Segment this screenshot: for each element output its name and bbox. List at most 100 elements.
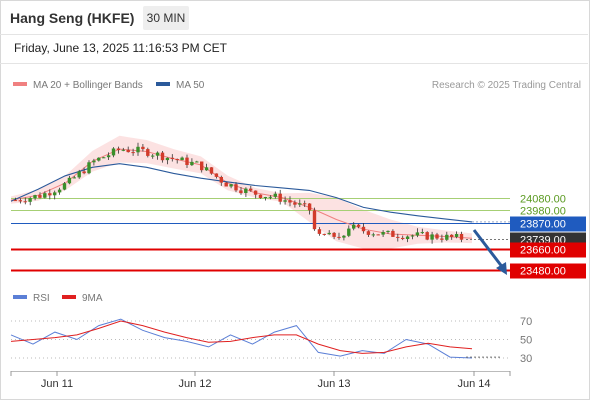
candle-body — [102, 157, 106, 159]
candle-body — [450, 234, 454, 237]
x-tick-label: Jun 13 — [317, 378, 350, 390]
candle-body — [121, 149, 125, 151]
candle-body — [356, 224, 361, 227]
candle-body — [57, 189, 62, 193]
ma20-swatch — [13, 82, 27, 87]
candle-body — [180, 157, 184, 161]
candle-body — [175, 159, 179, 161]
candle-body — [298, 203, 302, 205]
candle-body — [13, 200, 18, 202]
candle-body — [136, 146, 140, 153]
rsi-tick-50: 50 — [520, 335, 532, 347]
candle-body — [361, 226, 366, 232]
candle-body — [381, 232, 385, 235]
candle-body — [195, 161, 199, 163]
candle-body — [396, 236, 400, 238]
candle-body — [234, 184, 238, 191]
candle-body — [141, 146, 145, 150]
ma50-label: MA 50 — [176, 80, 205, 91]
rsi-swatch — [13, 295, 27, 300]
candle-body — [337, 236, 341, 238]
candle-body — [67, 177, 72, 184]
rsi-ma9-line — [10, 320, 473, 354]
rsi-tick-70: 70 — [520, 316, 532, 328]
candle-body — [170, 157, 174, 159]
candle-body — [72, 177, 76, 179]
candle-body — [185, 157, 189, 165]
candle-body — [307, 203, 312, 211]
level-label-23480: 23480.00 — [520, 266, 566, 278]
forecast-arrow-shaft — [472, 229, 505, 269]
candle-body — [352, 224, 356, 229]
candle-body — [253, 190, 258, 195]
level-label-23660: 23660.00 — [520, 245, 566, 257]
ma20-label: MA 20 + Bollinger Bands — [33, 80, 143, 91]
candle-body — [146, 149, 150, 156]
header-divider — [0, 34, 588, 35]
candle-body — [48, 193, 52, 196]
candle-body — [347, 228, 351, 236]
candle-body — [18, 200, 22, 202]
candle-body — [371, 234, 375, 236]
candle-body — [376, 234, 380, 236]
candle-body — [126, 149, 130, 153]
candle-body — [391, 230, 395, 237]
candle-body — [405, 236, 410, 239]
candle-body — [116, 148, 121, 151]
candle-body — [249, 188, 253, 191]
candle-body — [459, 234, 464, 240]
candle-body — [165, 157, 170, 161]
level-label-24080: 24080.00 — [520, 194, 566, 206]
credit-text: Research © 2025 Trading Central — [431, 80, 581, 91]
level-tag-23870 — [510, 216, 586, 232]
candle-body — [200, 161, 204, 171]
candle-body — [303, 203, 307, 205]
level-label-23980: 23980.00 — [520, 206, 566, 218]
candle-body — [386, 230, 390, 232]
candle-body — [278, 193, 282, 202]
candle-body — [268, 196, 272, 198]
candle-body — [229, 184, 233, 187]
candle-body — [322, 233, 326, 235]
level-tag-23480 — [510, 263, 586, 279]
level-label-23870: 23870.00 — [520, 219, 566, 231]
legend-ma20: MA 20 + Bollinger Bands — [13, 80, 143, 91]
candle-body — [155, 152, 160, 156]
candle-body — [97, 157, 101, 161]
candle-body — [293, 202, 297, 205]
timeframe-button[interactable]: 30 MIN — [143, 6, 189, 30]
candle-body — [38, 195, 42, 198]
candle-body — [151, 155, 155, 157]
datetime-label: Friday, June 13, 2025 11:16:53 PM CET — [14, 41, 228, 55]
candle-body — [219, 177, 223, 183]
candle-body — [410, 235, 415, 237]
candle-body — [273, 193, 277, 197]
ma9-label: 9MA — [82, 293, 103, 304]
candle-body — [77, 171, 81, 178]
legend-rsi: RSI — [13, 293, 50, 304]
candle-body — [190, 161, 194, 166]
candle-body — [239, 190, 243, 194]
candle-body — [435, 234, 439, 239]
candle-body — [23, 201, 27, 203]
candle-body — [131, 152, 135, 154]
candle-body — [53, 192, 57, 196]
x-tick-label: Jun 14 — [457, 378, 490, 390]
candle-body — [415, 232, 420, 236]
candle-body — [430, 234, 434, 240]
candle-body — [342, 235, 346, 238]
candle-body — [28, 198, 32, 202]
instrument-title: Hang Seng (HKFE) — [10, 10, 135, 26]
subheader-divider — [0, 63, 588, 64]
candle-body — [224, 182, 228, 187]
candle-body — [327, 232, 331, 235]
candle-body — [445, 234, 449, 240]
candle-body — [209, 167, 214, 174]
x-tick-label: Jun 11 — [41, 378, 73, 390]
chart-header: Hang Seng (HKFE) 30 MIN — [0, 0, 588, 36]
candle-body — [92, 160, 96, 163]
legend-ma50: MA 50 — [156, 80, 204, 91]
candle-body — [332, 232, 336, 237]
candle-body — [43, 193, 47, 198]
